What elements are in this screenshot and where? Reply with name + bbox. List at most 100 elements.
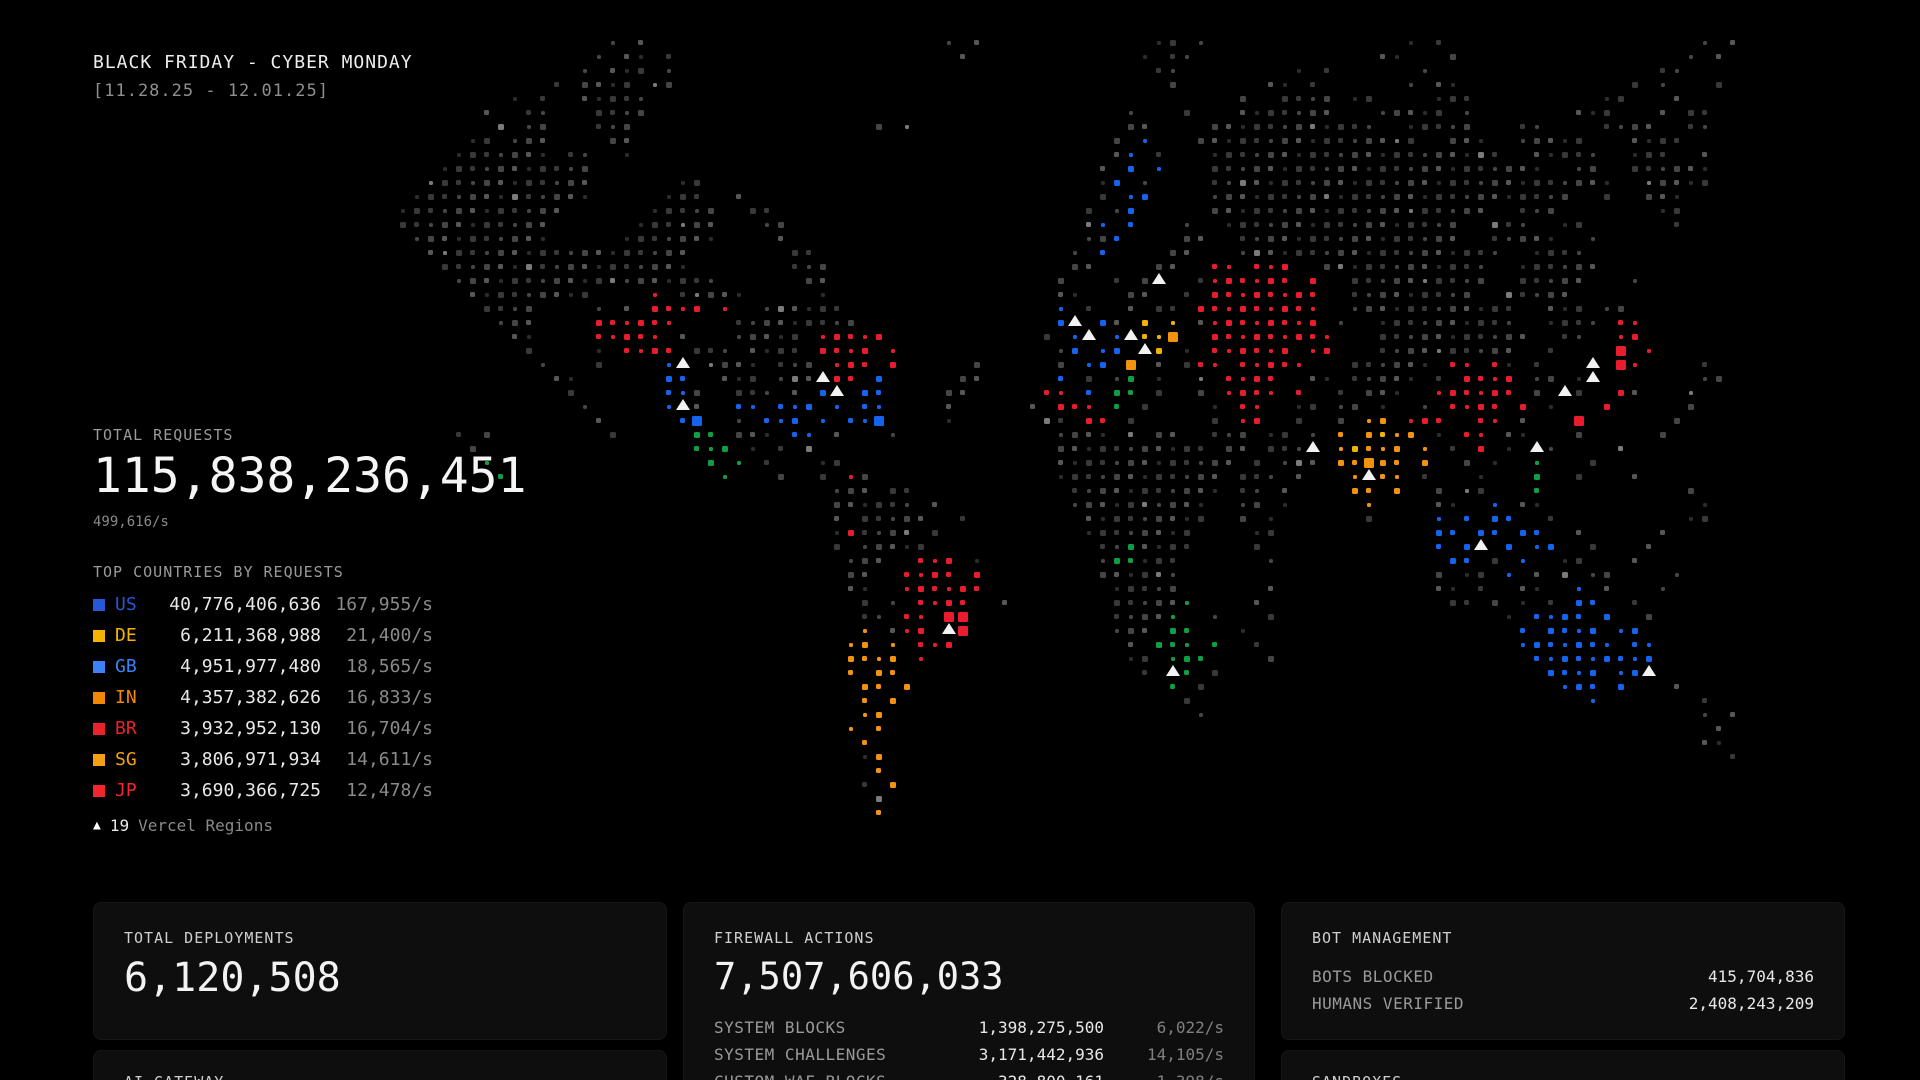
map-dot	[596, 82, 601, 87]
map-dot	[597, 307, 601, 311]
map-dot	[1254, 208, 1260, 214]
map-dot	[1086, 474, 1091, 479]
map-dot	[1241, 377, 1245, 381]
map-dot	[834, 502, 840, 508]
map-dot	[1030, 404, 1035, 409]
map-dot	[1548, 180, 1553, 185]
map-dot	[1506, 166, 1512, 172]
map-dot	[1324, 110, 1329, 115]
map-dot	[1227, 223, 1231, 227]
map-dot	[1198, 390, 1204, 396]
map-dot	[1339, 195, 1343, 199]
map-dot	[1380, 180, 1385, 185]
map-dot	[1240, 236, 1245, 241]
map-dot	[1408, 222, 1414, 228]
map-dot	[1100, 236, 1106, 242]
map-dot	[1576, 432, 1582, 438]
map-dot	[1170, 54, 1175, 59]
map-dot	[485, 167, 489, 171]
map-dot	[1576, 642, 1582, 648]
map-dot	[1464, 334, 1470, 340]
map-dot	[1282, 180, 1288, 186]
map-dot	[1675, 195, 1679, 199]
map-dot	[1618, 656, 1623, 661]
map-dot	[624, 96, 629, 101]
map-dot	[624, 82, 630, 88]
map-dot	[1241, 209, 1245, 213]
map-dot	[1563, 265, 1567, 269]
map-dot	[1142, 530, 1148, 536]
region-marker-icon	[1082, 329, 1096, 340]
map-dot	[1157, 167, 1161, 171]
map-dot	[1703, 167, 1707, 171]
map-dot	[1591, 237, 1595, 241]
map-dot	[779, 335, 783, 339]
map-dot	[820, 306, 826, 312]
map-dot	[1282, 110, 1287, 115]
map-dot	[1436, 82, 1441, 87]
map-dot	[1646, 614, 1652, 620]
map-dot	[1549, 153, 1553, 157]
map-dot	[932, 586, 937, 591]
map-dot	[1408, 432, 1414, 438]
map-dot	[891, 517, 895, 521]
map-dot	[1198, 516, 1204, 522]
firewall-breakdown: SYSTEM BLOCKS 1,398,275,500 6,022/s SYSTEM …	[714, 1014, 1224, 1080]
map-dot	[652, 348, 658, 354]
map-dot	[1156, 558, 1162, 564]
map-dot	[1129, 657, 1133, 661]
map-dot	[933, 601, 937, 605]
map-dot	[1100, 460, 1105, 465]
map-dot	[1072, 446, 1077, 451]
map-dot	[1324, 68, 1329, 73]
map-dot	[918, 642, 923, 647]
card-firewall-actions: FIREWALL ACTIONS 7,507,606,033 SYSTEM BL…	[683, 902, 1255, 1080]
map-dot	[470, 152, 476, 158]
map-dot	[484, 236, 489, 241]
map-dot	[958, 612, 968, 622]
map-dot	[1618, 306, 1624, 312]
map-dot	[1198, 488, 1203, 493]
map-dot	[1128, 544, 1134, 550]
map-dot	[1395, 349, 1399, 353]
map-dot	[1492, 390, 1498, 396]
map-dot	[695, 293, 699, 297]
map-dot	[680, 334, 685, 339]
map-dot	[1702, 740, 1707, 745]
map-dot	[1394, 208, 1399, 213]
map-dot	[1521, 433, 1525, 437]
map-dot	[1157, 461, 1161, 465]
map-dot	[442, 222, 448, 228]
map-dot	[1548, 600, 1553, 605]
map-dot	[1114, 236, 1119, 241]
map-dot	[709, 279, 713, 283]
map-dot	[1605, 181, 1609, 185]
map-dot	[443, 251, 447, 255]
map-dot	[638, 40, 643, 45]
map-dot	[1450, 138, 1456, 144]
map-dot	[1380, 138, 1385, 143]
map-dot	[974, 586, 979, 591]
map-dot	[874, 416, 884, 426]
map-dot	[526, 138, 532, 144]
map-dot	[1464, 460, 1470, 466]
country-swatch	[93, 753, 105, 766]
map-dot	[498, 222, 503, 227]
map-dot	[1282, 194, 1287, 199]
map-dot	[666, 54, 671, 59]
map-dot	[1464, 138, 1469, 143]
map-dot	[1409, 377, 1413, 381]
map-dot	[834, 348, 839, 353]
map-dot	[1142, 572, 1148, 578]
map-dot	[1605, 97, 1609, 101]
map-dot	[821, 419, 825, 423]
map-dot	[1254, 306, 1259, 311]
map-dot	[877, 615, 881, 619]
map-dot	[1198, 320, 1203, 325]
map-dot	[1437, 517, 1441, 521]
map-dot	[1296, 124, 1302, 130]
map-dot	[1409, 251, 1413, 255]
map-dot	[1142, 124, 1147, 129]
map-dot	[1423, 405, 1427, 409]
map-dot	[1352, 460, 1357, 465]
